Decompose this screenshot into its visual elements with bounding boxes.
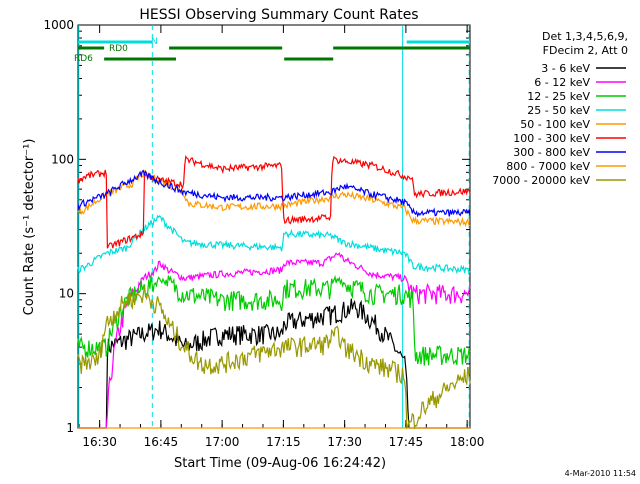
y-tick-label: 100 — [51, 152, 74, 166]
x-tick-label: 17:00 — [205, 435, 240, 449]
series-line — [77, 155, 471, 249]
series-line — [77, 286, 471, 430]
y-tick-label: 1000 — [43, 18, 74, 32]
x-tick-label: 16:45 — [144, 435, 179, 449]
series-line — [77, 170, 471, 228]
plot-layer: 16:30 16:45 17:00 17:15 17:30 17:45 18:00 1 10 10… — [43, 18, 626, 449]
legend-label: 7000 - 20000 keV — [492, 174, 590, 187]
flag-label: N — [151, 37, 158, 47]
x-tick-label: 17:15 — [266, 435, 301, 449]
legend-label: 800 - 7000 keV — [506, 160, 590, 173]
legend-header-line2: FDecim 2, Att 0 — [543, 44, 628, 57]
legend-label: 6 - 12 keV — [534, 76, 590, 89]
legend-label: 100 - 300 keV — [513, 132, 590, 145]
series-line — [78, 298, 470, 429]
footer-date: 4-Mar-2010 11:54 — [565, 469, 636, 478]
x-tick-label: 18:00 — [450, 435, 485, 449]
legend-label: 3 - 6 keV — [541, 62, 590, 75]
y-tick-label: 10 — [59, 287, 74, 301]
series-line — [77, 214, 471, 276]
series-line — [77, 274, 471, 366]
plot-frame — [77, 24, 471, 429]
legend-label: 25 - 50 keV — [527, 104, 590, 117]
y-axis-label: Count Rate (s⁻¹ detector⁻¹) — [22, 139, 37, 316]
series-line — [77, 169, 471, 218]
legend-header-line1: Det 1,3,4,5,6,9, — [542, 30, 628, 43]
legend-label: 12 - 25 keV — [527, 90, 590, 103]
y-tick-label: 1 — [66, 421, 74, 435]
series-line — [78, 251, 471, 429]
x-tick-label: 16:30 — [82, 435, 117, 449]
x-tick-label: 17:45 — [389, 435, 424, 449]
flag-label: RD6 — [74, 54, 93, 64]
legend-label: 50 - 100 keV — [520, 118, 590, 131]
flag-label: RD0 — [109, 44, 128, 54]
x-axis-label: Start Time (09-Aug-06 16:24:42) — [174, 456, 386, 471]
chart-title: HESSI Observing Summary Count Rates — [139, 7, 418, 23]
legend-label: 300 - 800 keV — [513, 146, 590, 159]
x-tick-label: 17:30 — [327, 435, 362, 449]
